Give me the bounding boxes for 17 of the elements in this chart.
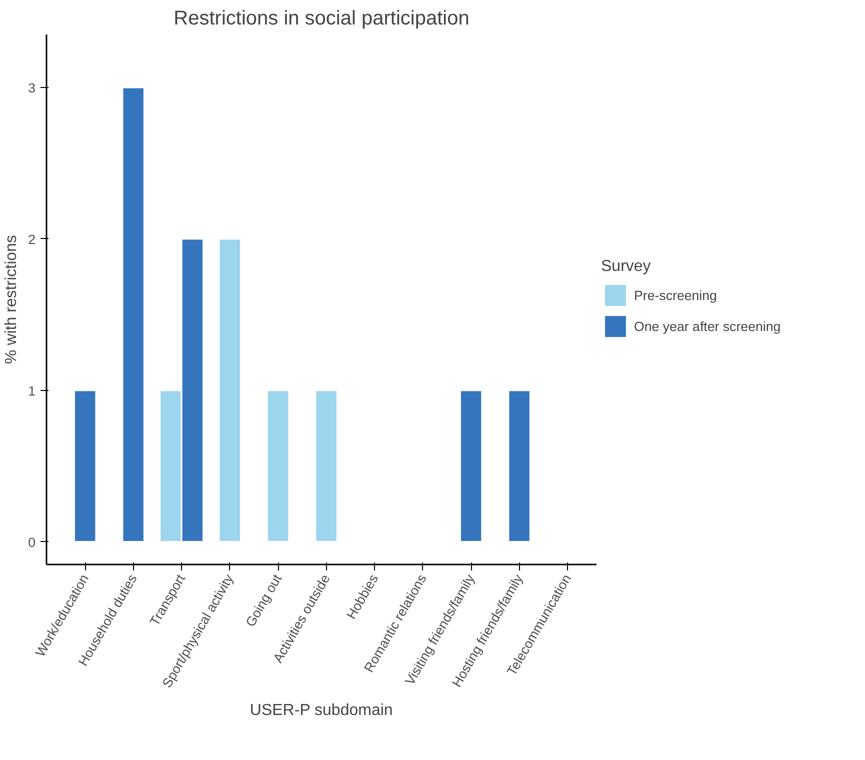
legend-label: One year after screening <box>634 318 781 334</box>
y-tick-label: 0 <box>28 534 36 550</box>
chart-title: Restrictions in social participation <box>174 8 470 30</box>
x-axis-title: USER-P subdomain <box>250 702 393 719</box>
y-tick-label: 3 <box>28 80 36 96</box>
legend-title: Survey <box>601 258 652 276</box>
bar <box>73 390 97 543</box>
bar <box>459 390 483 543</box>
bar <box>508 390 531 543</box>
bar <box>314 390 338 543</box>
y-tick-label: 2 <box>28 232 36 247</box>
y-axis-title: % with restrictions <box>3 235 20 364</box>
bar <box>218 238 242 543</box>
bar <box>266 390 290 543</box>
bar <box>122 86 145 543</box>
legend-label: Pre-screening <box>634 288 717 302</box>
y-tick-label: 1 <box>28 383 36 398</box>
